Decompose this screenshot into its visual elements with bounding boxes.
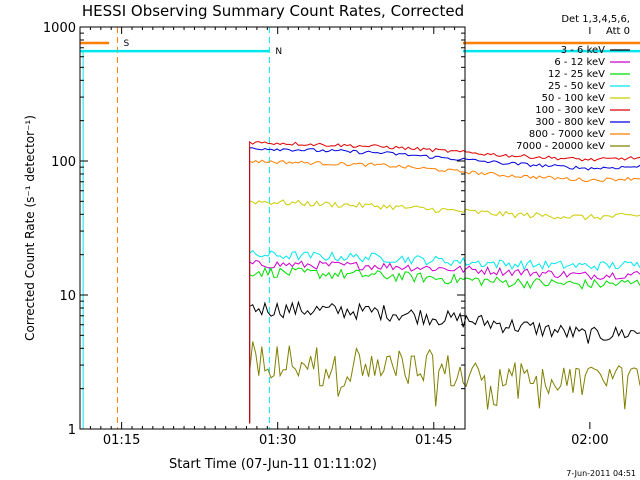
y-tick-label: 1 — [68, 423, 76, 438]
legend-header: Det 1,3,4,5,6, — [561, 14, 630, 25]
series-line-25-50kev — [249, 249, 640, 424]
legend-entry-label: 6 - 12 keV — [554, 57, 605, 68]
series-line-6-12kev — [249, 259, 640, 424]
axes: 01:1501:3001:4502:0002:1502:3002:4511010… — [43, 21, 609, 448]
series-line-3-6kev — [249, 300, 640, 424]
series-line-100-300kev — [249, 140, 640, 424]
legend-header: Att 0 — [606, 26, 630, 37]
legend-entry-label: 7000 - 20000 keV — [516, 141, 605, 152]
plot-area: SN — [80, 27, 640, 429]
legend-entry-label: 800 - 7000 keV — [529, 129, 605, 140]
series-line-300-800kev — [249, 147, 640, 424]
date-stamp: 7-Jun-2011 04:51 — [566, 469, 636, 478]
series-line-50-100kev — [249, 199, 640, 424]
plot-frame — [79, 26, 466, 430]
legend-entry-label: 3 - 6 keV — [561, 45, 605, 56]
legend-entry-label: 25 - 50 keV — [548, 81, 605, 92]
legend-entry-label: 12 - 25 keV — [548, 69, 605, 80]
night-flag-label: N — [275, 47, 282, 57]
legend-entry-label: 300 - 800 keV — [535, 117, 605, 128]
y-tick-label: 1000 — [43, 21, 76, 36]
x-tick-label: 02:00 — [571, 433, 608, 448]
legend-entry-label: 100 - 300 keV — [535, 105, 605, 116]
x-tick-label: 01:15 — [103, 433, 140, 448]
x-axis-label: Start Time (07-Jun-11 01:11:02) — [169, 457, 377, 472]
y-tick-label: 100 — [51, 155, 76, 170]
y-tick-label: 10 — [59, 289, 76, 304]
legend-entry-label: 50 - 100 keV — [542, 93, 606, 104]
saa-flag-label: S — [123, 39, 129, 49]
x-tick-label: 01:30 — [259, 433, 296, 448]
series-line-7000-20000kev — [249, 341, 640, 424]
x-tick-label: 01:45 — [415, 433, 452, 448]
series-line-12-25kev — [249, 266, 640, 424]
chart-title: HESSI Observing Summary Count Rates, Cor… — [82, 2, 464, 20]
y-axis-label: Corrected Count Rate (s⁻¹ detector⁻¹) — [23, 115, 37, 341]
series-line-800-7000kev — [249, 159, 640, 424]
